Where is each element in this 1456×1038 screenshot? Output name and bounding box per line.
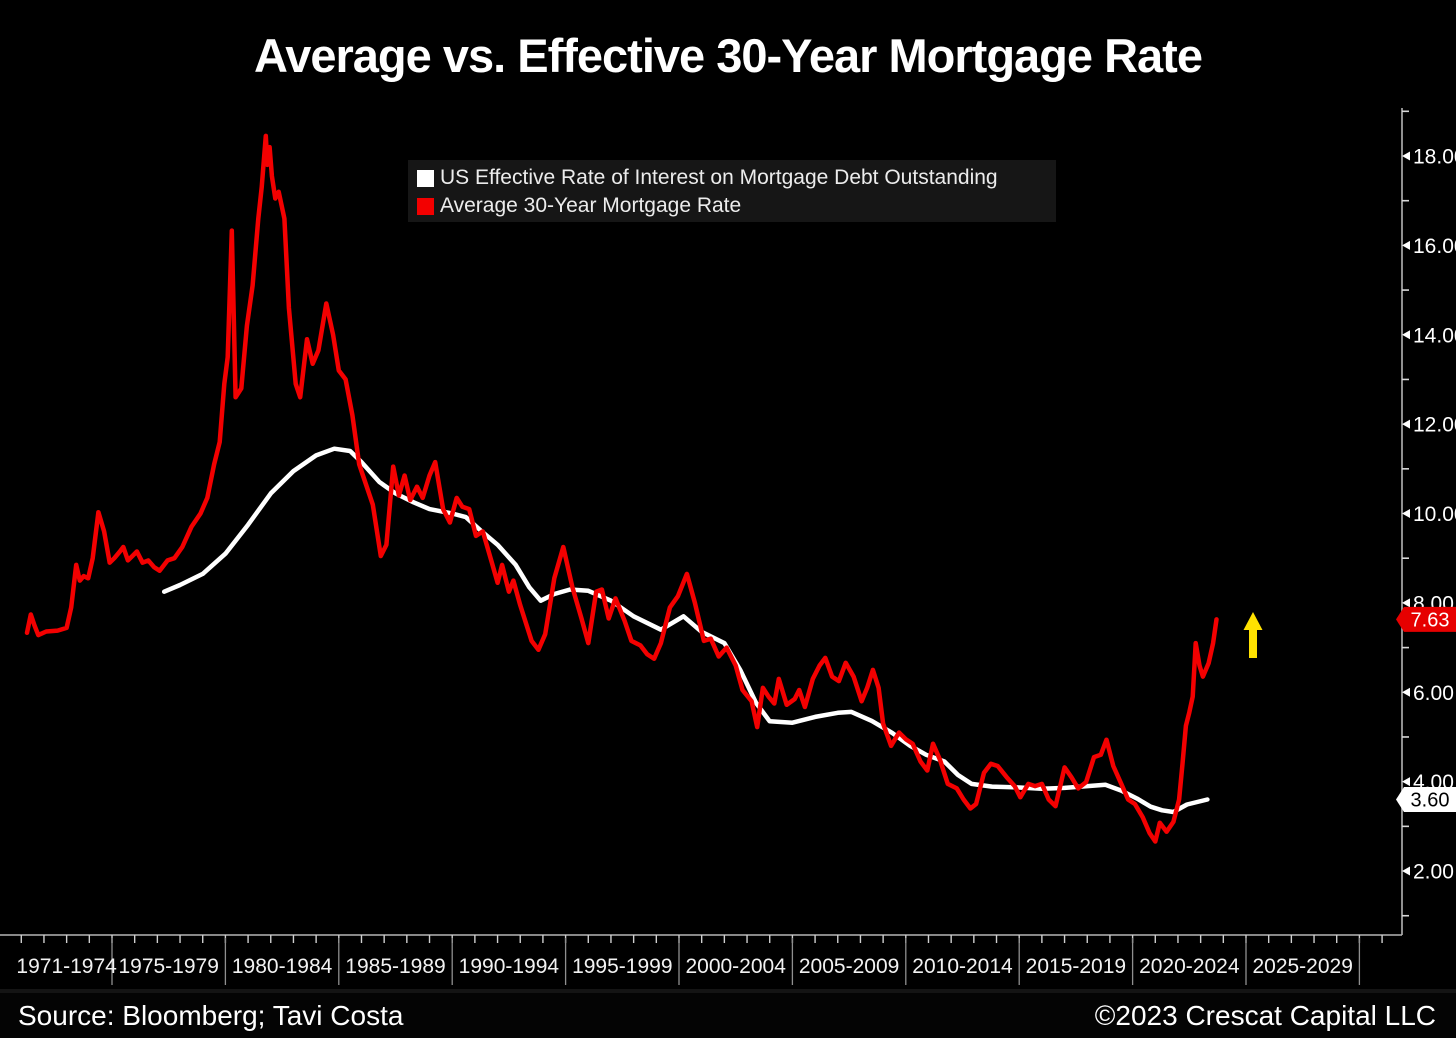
source-credit: Source: Bloomberg; Tavi Costa — [18, 999, 404, 1031]
svg-text:2010-2014: 2010-2014 — [912, 955, 1013, 978]
chart-series — [24, 133, 1219, 844]
last-value-tag-white: 3.60 — [1396, 787, 1456, 813]
legend: US Effective Rate of Interest on Mortgag… — [408, 160, 1056, 222]
svg-text:2005-2009: 2005-2009 — [799, 955, 899, 978]
effective-rate-line — [161, 446, 1210, 815]
white-tag-shape — [1396, 787, 1456, 813]
legend-label-average-rate: Average 30-Year Mortgage Rate — [440, 194, 742, 217]
legend-item-average-rate: Average 30-Year Mortgage Rate — [417, 194, 1048, 218]
yellow-up-arrow — [1243, 612, 1263, 658]
svg-text:2020-2024: 2020-2024 — [1139, 955, 1240, 978]
svg-text:1990-1994: 1990-1994 — [459, 955, 560, 978]
svg-text:12.00: 12.00 — [1413, 414, 1456, 437]
svg-text:16.00: 16.00 — [1413, 235, 1456, 258]
red-tag-value: 7.63 — [1411, 609, 1450, 631]
x-axis: 1971-1974 1975-1979 1980-1984 1985-1989 1990… — [0, 934, 1402, 985]
svg-text:2015-2019: 2015-2019 — [1026, 955, 1126, 978]
svg-text:10.00: 10.00 — [1413, 503, 1456, 526]
footer-bar: Source: Bloomberg; Tavi Costa ©2023 Cres… — [0, 989, 1456, 1038]
page-title: Average vs. Effective 30-Year Mortgage R… — [254, 29, 1203, 82]
svg-text:2.00: 2.00 — [1413, 861, 1454, 884]
y-axis: 18.0016.0014.0012.0010.008.006.004.002.0… — [1401, 108, 1456, 935]
svg-text:1985-1989: 1985-1989 — [345, 955, 445, 978]
svg-text:1995-1999: 1995-1999 — [572, 955, 672, 978]
svg-text:1975-1979: 1975-1979 — [118, 955, 218, 978]
svg-text:14.00: 14.00 — [1413, 324, 1456, 347]
svg-text:1980-1984: 1980-1984 — [232, 955, 333, 978]
svg-text:2000-2004: 2000-2004 — [685, 955, 786, 978]
last-value-tag-red: 7.63 — [1396, 606, 1456, 632]
svg-text:1971-1974: 1971-1974 — [16, 955, 117, 978]
legend-label-effective-rate: US Effective Rate of Interest on Mortgag… — [440, 166, 998, 189]
white-square-swatch-icon — [417, 169, 434, 187]
average-rate-line — [24, 133, 1219, 844]
red-tag-shape — [1396, 606, 1456, 632]
legend-item-effective-rate: US Effective Rate of Interest on Mortgag… — [417, 166, 1048, 190]
copyright-notice: ©2023 Crescat Capital LLC — [1094, 999, 1436, 1031]
red-square-swatch-icon — [417, 197, 434, 215]
svg-text:18.00: 18.00 — [1413, 146, 1456, 169]
svg-text:6.00: 6.00 — [1413, 682, 1454, 705]
white-tag-value: 3.60 — [1411, 790, 1450, 812]
svg-text:2025-2029: 2025-2029 — [1252, 955, 1352, 978]
